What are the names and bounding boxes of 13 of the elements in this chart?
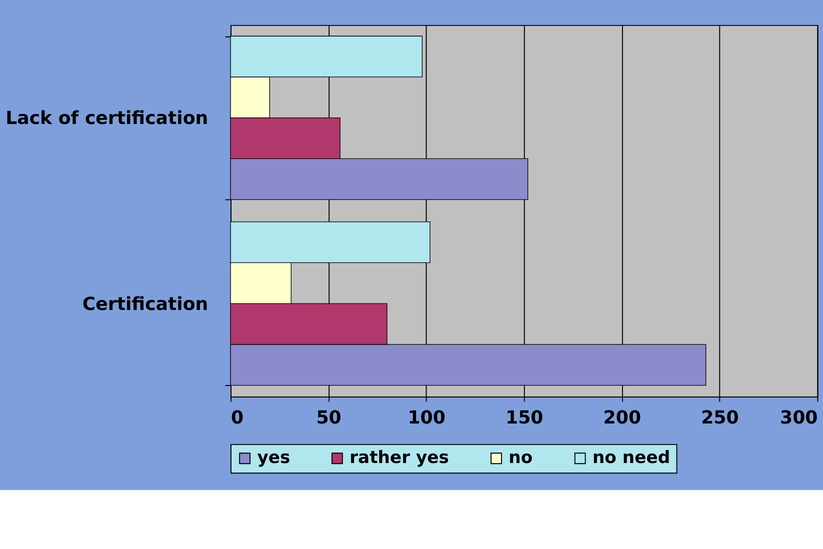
legend-label: no need bbox=[592, 448, 670, 468]
legend-label: no bbox=[508, 448, 533, 468]
legend-label: rather yes bbox=[350, 448, 449, 468]
x-tick-label: 200 bbox=[603, 408, 642, 429]
legend-label: yes bbox=[257, 448, 290, 468]
x-tick-label: 0 bbox=[230, 408, 244, 429]
x-tick-label: 150 bbox=[506, 408, 544, 429]
x-tick-label: 100 bbox=[408, 408, 446, 429]
y-tick-label: Certification bbox=[82, 294, 208, 315]
x-tick-label: 250 bbox=[701, 408, 739, 429]
y-tick-label: Lack of certification bbox=[6, 108, 208, 130]
x-tick-label: 300 bbox=[780, 408, 818, 429]
x-tick-label: 50 bbox=[316, 408, 342, 429]
